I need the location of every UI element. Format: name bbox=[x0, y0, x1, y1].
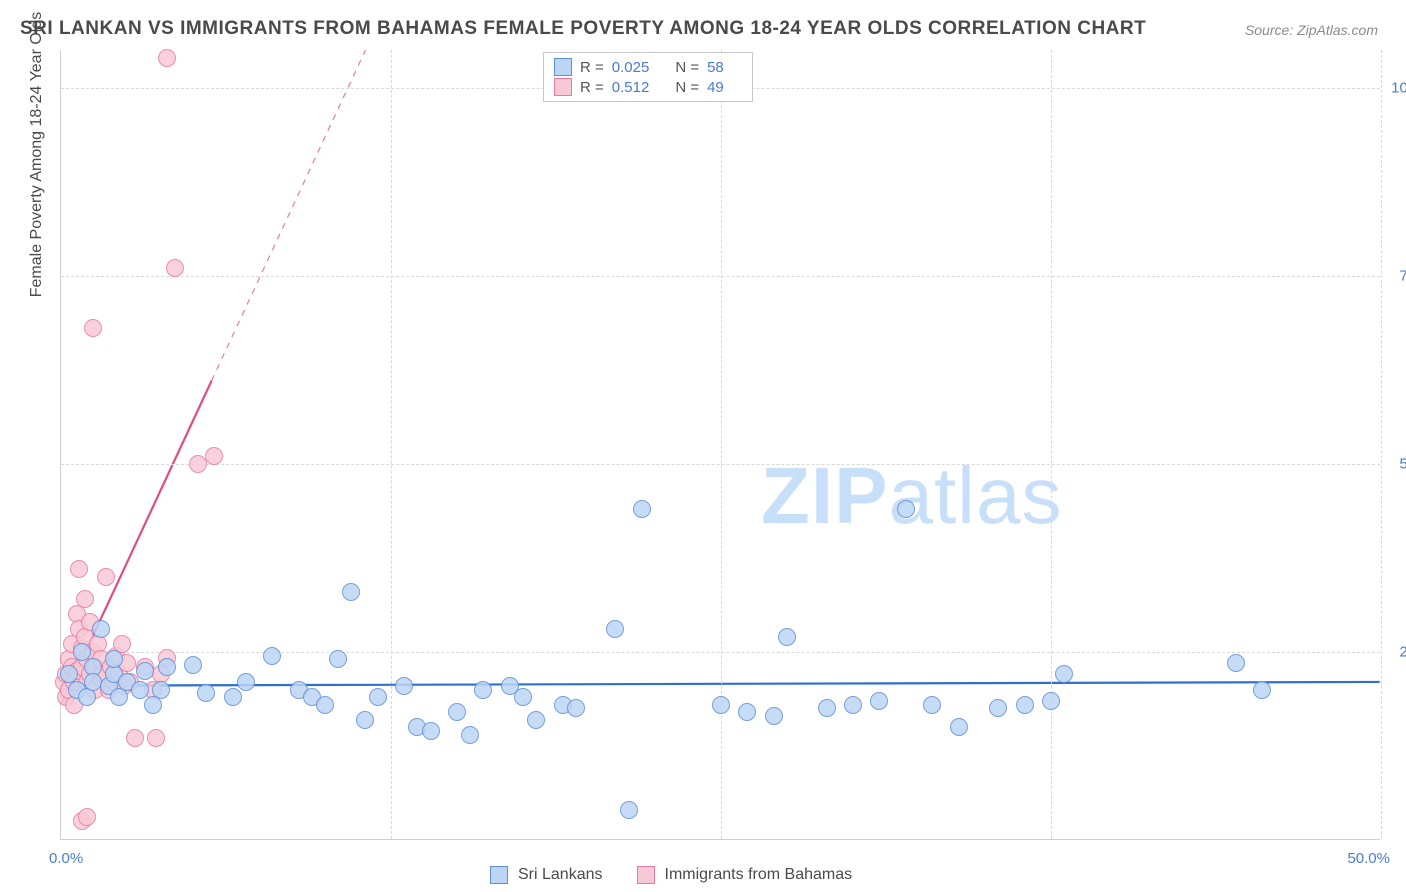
data-point bbox=[448, 703, 466, 721]
gridline-v bbox=[1051, 50, 1052, 839]
data-point bbox=[97, 568, 115, 586]
y-tick-label: 25.0% bbox=[1399, 643, 1406, 660]
data-point bbox=[356, 711, 374, 729]
swatch-blue bbox=[490, 866, 508, 884]
data-point bbox=[818, 699, 836, 717]
data-point bbox=[514, 688, 532, 706]
r-value-blue: 0.025 bbox=[612, 59, 650, 76]
data-point bbox=[474, 681, 492, 699]
n-label: N = bbox=[675, 59, 699, 76]
data-point bbox=[369, 688, 387, 706]
data-point bbox=[989, 699, 1007, 717]
y-axis-label: Female Poverty Among 18-24 Year Olds bbox=[28, 12, 46, 298]
data-point bbox=[147, 729, 165, 747]
data-point bbox=[329, 650, 347, 668]
stats-row-pink: R = 0.512 N = 49 bbox=[554, 77, 742, 97]
data-point bbox=[78, 808, 96, 826]
data-point bbox=[1042, 692, 1060, 710]
r-label: R = bbox=[580, 59, 604, 76]
data-point bbox=[422, 722, 440, 740]
gridline-v bbox=[721, 50, 722, 839]
data-point bbox=[84, 319, 102, 337]
data-point bbox=[126, 729, 144, 747]
data-point bbox=[1253, 681, 1271, 699]
gridline-v bbox=[391, 50, 392, 839]
gridline-v bbox=[1381, 50, 1382, 839]
data-point bbox=[738, 703, 756, 721]
plot-area: ZIPatlas 0.0% 50.0% 25.0%50.0%75.0%100.0… bbox=[60, 50, 1380, 840]
data-point bbox=[105, 650, 123, 668]
n-value-blue: 58 bbox=[707, 59, 724, 76]
swatch-pink bbox=[637, 866, 655, 884]
data-point bbox=[620, 801, 638, 819]
data-point bbox=[136, 662, 154, 680]
data-point bbox=[92, 620, 110, 638]
data-point bbox=[205, 447, 223, 465]
data-point bbox=[712, 696, 730, 714]
data-point bbox=[633, 500, 651, 518]
data-point bbox=[1016, 696, 1034, 714]
data-point bbox=[263, 647, 281, 665]
data-point bbox=[76, 590, 94, 608]
swatch-pink bbox=[554, 78, 572, 96]
data-point bbox=[166, 259, 184, 277]
data-point bbox=[158, 658, 176, 676]
data-point bbox=[158, 49, 176, 67]
swatch-blue bbox=[554, 58, 572, 76]
data-point bbox=[950, 718, 968, 736]
x-axis-max-label: 50.0% bbox=[1347, 850, 1390, 867]
series-legend: Sri Lankans Immigrants from Bahamas bbox=[490, 866, 852, 884]
data-point bbox=[316, 696, 334, 714]
data-point bbox=[527, 711, 545, 729]
data-point bbox=[224, 688, 242, 706]
data-point bbox=[152, 681, 170, 699]
r-value-pink: 0.512 bbox=[612, 79, 650, 96]
data-point bbox=[131, 681, 149, 699]
stats-row-blue: R = 0.025 N = 58 bbox=[554, 57, 742, 77]
data-point bbox=[197, 684, 215, 702]
data-point bbox=[897, 500, 915, 518]
data-point bbox=[765, 707, 783, 725]
data-point bbox=[1227, 654, 1245, 672]
data-point bbox=[184, 656, 202, 674]
data-point bbox=[70, 560, 88, 578]
y-tick-label: 75.0% bbox=[1399, 267, 1406, 284]
n-label: N = bbox=[675, 79, 699, 96]
data-point bbox=[606, 620, 624, 638]
stats-legend: R = 0.025 N = 58 R = 0.512 N = 49 bbox=[543, 52, 753, 102]
legend-label-pink: Immigrants from Bahamas bbox=[665, 866, 853, 884]
data-point bbox=[923, 696, 941, 714]
data-point bbox=[342, 583, 360, 601]
data-point bbox=[567, 699, 585, 717]
data-point bbox=[395, 677, 413, 695]
chart-title: SRI LANKAN VS IMMIGRANTS FROM BAHAMAS FE… bbox=[20, 18, 1146, 40]
y-tick-label: 100.0% bbox=[1391, 79, 1406, 96]
data-point bbox=[844, 696, 862, 714]
source-label: Source: ZipAtlas.com bbox=[1245, 22, 1378, 38]
data-point bbox=[237, 673, 255, 691]
y-tick-label: 50.0% bbox=[1399, 455, 1406, 472]
x-axis-min-label: 0.0% bbox=[49, 850, 83, 867]
n-value-pink: 49 bbox=[707, 79, 724, 96]
data-point bbox=[461, 726, 479, 744]
r-label: R = bbox=[580, 79, 604, 96]
data-point bbox=[870, 692, 888, 710]
data-point bbox=[1055, 665, 1073, 683]
legend-label-blue: Sri Lankans bbox=[518, 866, 603, 884]
data-point bbox=[778, 628, 796, 646]
